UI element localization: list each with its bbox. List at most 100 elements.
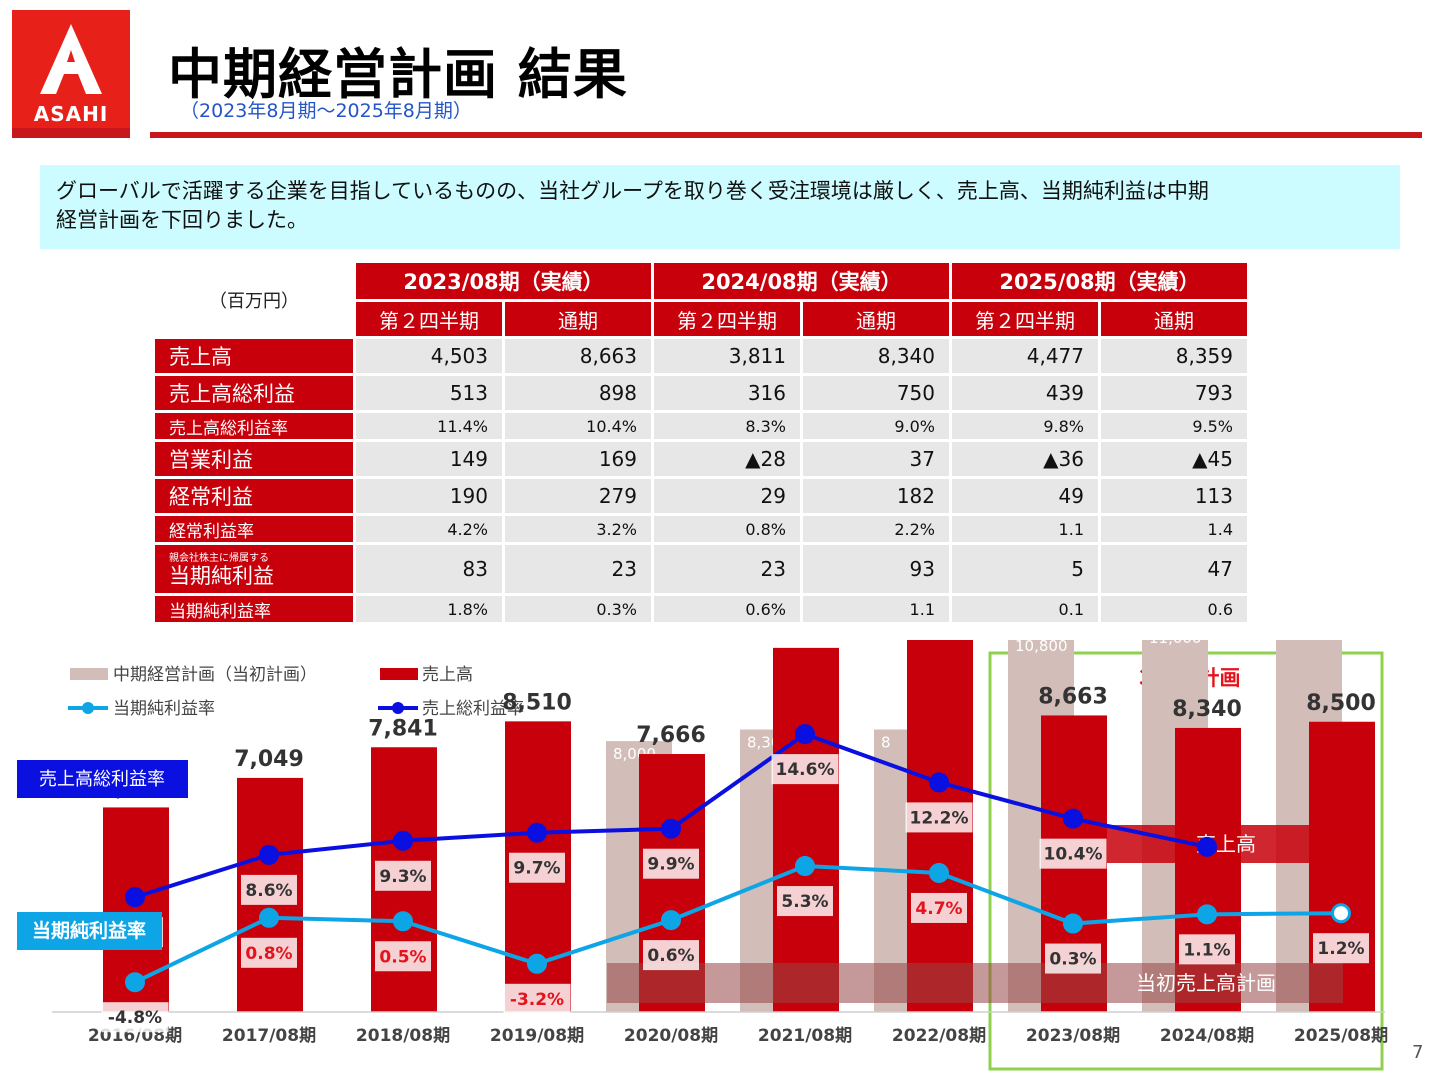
x-tick-label: 2025/08期 <box>1294 1026 1388 1046</box>
row-label: 売上高総利益率 <box>155 413 353 439</box>
table-row: 経常利益 190 279 29 182 49 113 <box>155 479 1247 513</box>
net-margin-point <box>527 953 547 974</box>
table-cell: 0.8% <box>654 516 800 542</box>
table-cell: 23 <box>505 545 651 593</box>
row-label: 経常利益率 <box>155 516 353 542</box>
table-cell: 0.6% <box>654 596 800 622</box>
plan-bar-label: 8 <box>881 733 891 751</box>
net-margin-label-bg <box>375 941 431 972</box>
gross-margin-label-bg <box>375 860 431 891</box>
initial-plan-callout-box <box>607 963 1343 1003</box>
table-cell: ▲45 <box>1101 442 1247 476</box>
sales-bar-label: 8,340 <box>1172 697 1242 722</box>
legend-swatch-plan <box>70 668 108 680</box>
x-tick-label: 2023/08期 <box>1026 1026 1120 1046</box>
legend-marker-net <box>82 702 94 714</box>
gross-margin-label-bg <box>509 852 565 883</box>
gross-margin-label: 9.7% <box>513 859 560 879</box>
sales-margin-chart: ３ヶ年計画中期経営計画（当初計画）売上高当期純利益率売上総利益率8,0008,3… <box>17 640 1388 1071</box>
gross-margin-tag-text: 売上高総利益率 <box>39 769 165 790</box>
table-row: 売上高総利益率 11.4% 10.4% 8.3% 9.0% 9.8% 9.5% <box>155 413 1247 439</box>
net-margin-label: 1.1% <box>1183 940 1230 960</box>
table-row: 親会社株主に帰属する 当期純利益 83 23 23 93 5 47 <box>155 545 1247 593</box>
net-margin-label-bg <box>101 1002 169 1033</box>
table-cell: 0.3% <box>505 596 651 622</box>
table-cell: 1.4 <box>1101 516 1247 542</box>
net-margin-label-bg <box>777 886 833 917</box>
legend-marker-gross <box>392 702 404 714</box>
sales-bar <box>773 647 839 1012</box>
gross-margin-label: 14.6% <box>776 760 835 780</box>
table-cell: 8,340 <box>803 339 949 373</box>
table-cell: 49 <box>952 479 1098 513</box>
sales-bar-label: 10,409 <box>763 640 848 642</box>
net-margin-label: 4.7% <box>915 899 962 919</box>
net-margin-tag-text: 当期純利益率 <box>32 919 146 942</box>
asahi-logo: ASAHI <box>12 10 130 128</box>
plan-bar-label: 10,800 <box>1015 640 1068 655</box>
legend-label: 売上総利益率 <box>422 699 524 719</box>
gross-margin-tag <box>17 760 188 798</box>
logo-text: ASAHI <box>33 102 109 126</box>
year-header: 2023/08期（実績） <box>356 263 651 299</box>
table-cell: 4,503 <box>356 339 502 373</box>
sales-bar-label: 7,666 <box>636 723 706 748</box>
net-margin-label: 0.8% <box>245 944 292 964</box>
table-cell: 149 <box>356 442 502 476</box>
net-margin-point <box>929 862 949 883</box>
table-cell: 47 <box>1101 545 1247 593</box>
page-title: 中期経営計画 結果 <box>168 43 628 106</box>
net-margin-tag <box>17 912 162 950</box>
net-margin-label-bg <box>241 937 297 968</box>
unit-label: （百万円） <box>209 290 299 312</box>
row-label: 親会社株主に帰属する 当期純利益 <box>155 545 353 593</box>
page-subtitle: （2023年8月期～2025年8月期） <box>180 100 472 122</box>
legend-swatch-sales <box>380 668 418 680</box>
row-label: 当期純利益率 <box>155 596 353 622</box>
initial-plan-callout-text: 当初売上高計画 <box>1136 971 1276 995</box>
gross-margin-label-bg <box>643 848 699 879</box>
sales-bar-label: 8,500 <box>1306 691 1376 716</box>
net-margin-point <box>1331 903 1351 924</box>
net-margin-label: 5.3% <box>781 892 828 912</box>
net-margin-label-bg <box>1045 943 1101 974</box>
net-margin-point <box>661 910 681 931</box>
sales-bar-label: 7,049 <box>234 747 304 772</box>
table-cell: 5 <box>952 545 1098 593</box>
period-header: 通期 <box>1101 302 1247 336</box>
gross-margin-label-bg <box>905 802 973 833</box>
notice-line-2: 経営計画を下回りました。 <box>56 208 308 232</box>
results-table: （百万円） 2023/08期（実績） 2024/08期（実績） 2025/08期… <box>152 260 1250 625</box>
table-cell: 793 <box>1101 376 1247 410</box>
table-cell: 23 <box>654 545 800 593</box>
table-cell: 190 <box>356 479 502 513</box>
gross-margin-point <box>795 724 815 745</box>
row-label: 経常利益 <box>155 479 353 513</box>
page-number: 7 <box>1412 1042 1424 1063</box>
table-cell: 8,663 <box>505 339 651 373</box>
table-cell: 9.8% <box>952 413 1098 439</box>
gross-margin-label: 9.3% <box>379 867 426 887</box>
gross-margin-label: 8.6% <box>245 881 292 901</box>
gross-margin-point <box>1063 808 1083 829</box>
net-margin-point <box>393 911 413 932</box>
table-cell: 898 <box>505 376 651 410</box>
header-rule <box>150 132 1422 138</box>
table-cell: 0.1 <box>952 596 1098 622</box>
net-margin-label-bg <box>911 892 967 923</box>
gross-margin-label-bg <box>771 754 839 785</box>
gross-margin-label: 10.4% <box>1044 845 1103 865</box>
period-header: 第２四半期 <box>952 302 1098 336</box>
table-cell: ▲36 <box>952 442 1098 476</box>
table-row: 売上高総利益 513 898 316 750 439 793 <box>155 376 1247 410</box>
sales-bar-label: 8,510 <box>502 690 572 715</box>
table-cell: 2.2% <box>803 516 949 542</box>
row-label: 営業利益 <box>155 442 353 476</box>
legend-label: 売上高 <box>422 665 473 685</box>
year-header: 2025/08期（実績） <box>952 263 1247 299</box>
table-cell: 4,477 <box>952 339 1098 373</box>
x-tick-label: 2017/08期 <box>222 1026 316 1046</box>
table-cell: 316 <box>654 376 800 410</box>
legend-label: 中期経営計画（当初計画） <box>113 665 317 685</box>
table-row: 売上高 4,503 8,663 3,811 8,340 4,477 8,359 <box>155 339 1247 373</box>
